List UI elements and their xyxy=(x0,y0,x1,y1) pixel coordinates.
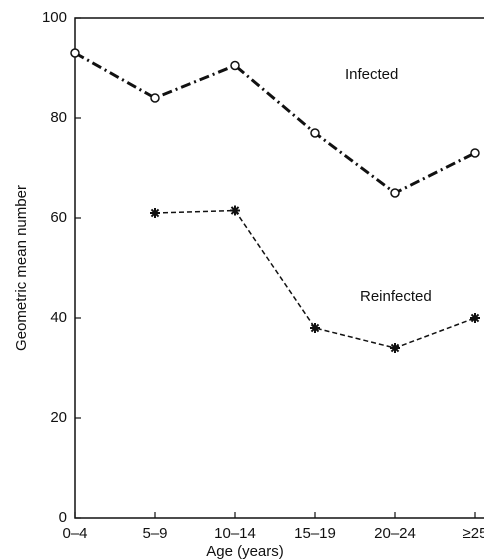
x-tick-label: ≥25 xyxy=(463,525,484,542)
y-axis-label: Geometric mean number xyxy=(13,185,30,351)
point xyxy=(390,188,400,198)
point xyxy=(230,60,240,71)
series-label: Reinfected xyxy=(360,288,432,305)
x-tick-label: 15–19 xyxy=(294,525,336,542)
y-tick-label: 80 xyxy=(50,109,67,126)
y-tick-label: 0 xyxy=(59,509,67,526)
point xyxy=(390,343,400,353)
point xyxy=(470,148,480,158)
x-tick-label: 20–24 xyxy=(374,525,416,542)
point xyxy=(470,313,480,323)
line-0 xyxy=(74,51,476,195)
y-tick-label: 20 xyxy=(50,409,67,426)
x-tick-label: 0–4 xyxy=(62,525,87,542)
x-tick-label: 5–9 xyxy=(142,525,167,542)
x-axis-label: Age (years) xyxy=(206,543,284,560)
point xyxy=(310,323,320,333)
series-label: Infected xyxy=(345,66,398,83)
point xyxy=(150,208,160,218)
point xyxy=(310,128,320,138)
point xyxy=(70,48,80,58)
y-tick-label: 100 xyxy=(42,9,67,26)
x-tick-label: 10–14 xyxy=(214,525,256,542)
point xyxy=(230,205,240,216)
point xyxy=(150,93,160,103)
y-tick-label: 40 xyxy=(50,309,67,326)
y-tick-label: 60 xyxy=(50,209,67,226)
plot-frame xyxy=(74,17,484,519)
